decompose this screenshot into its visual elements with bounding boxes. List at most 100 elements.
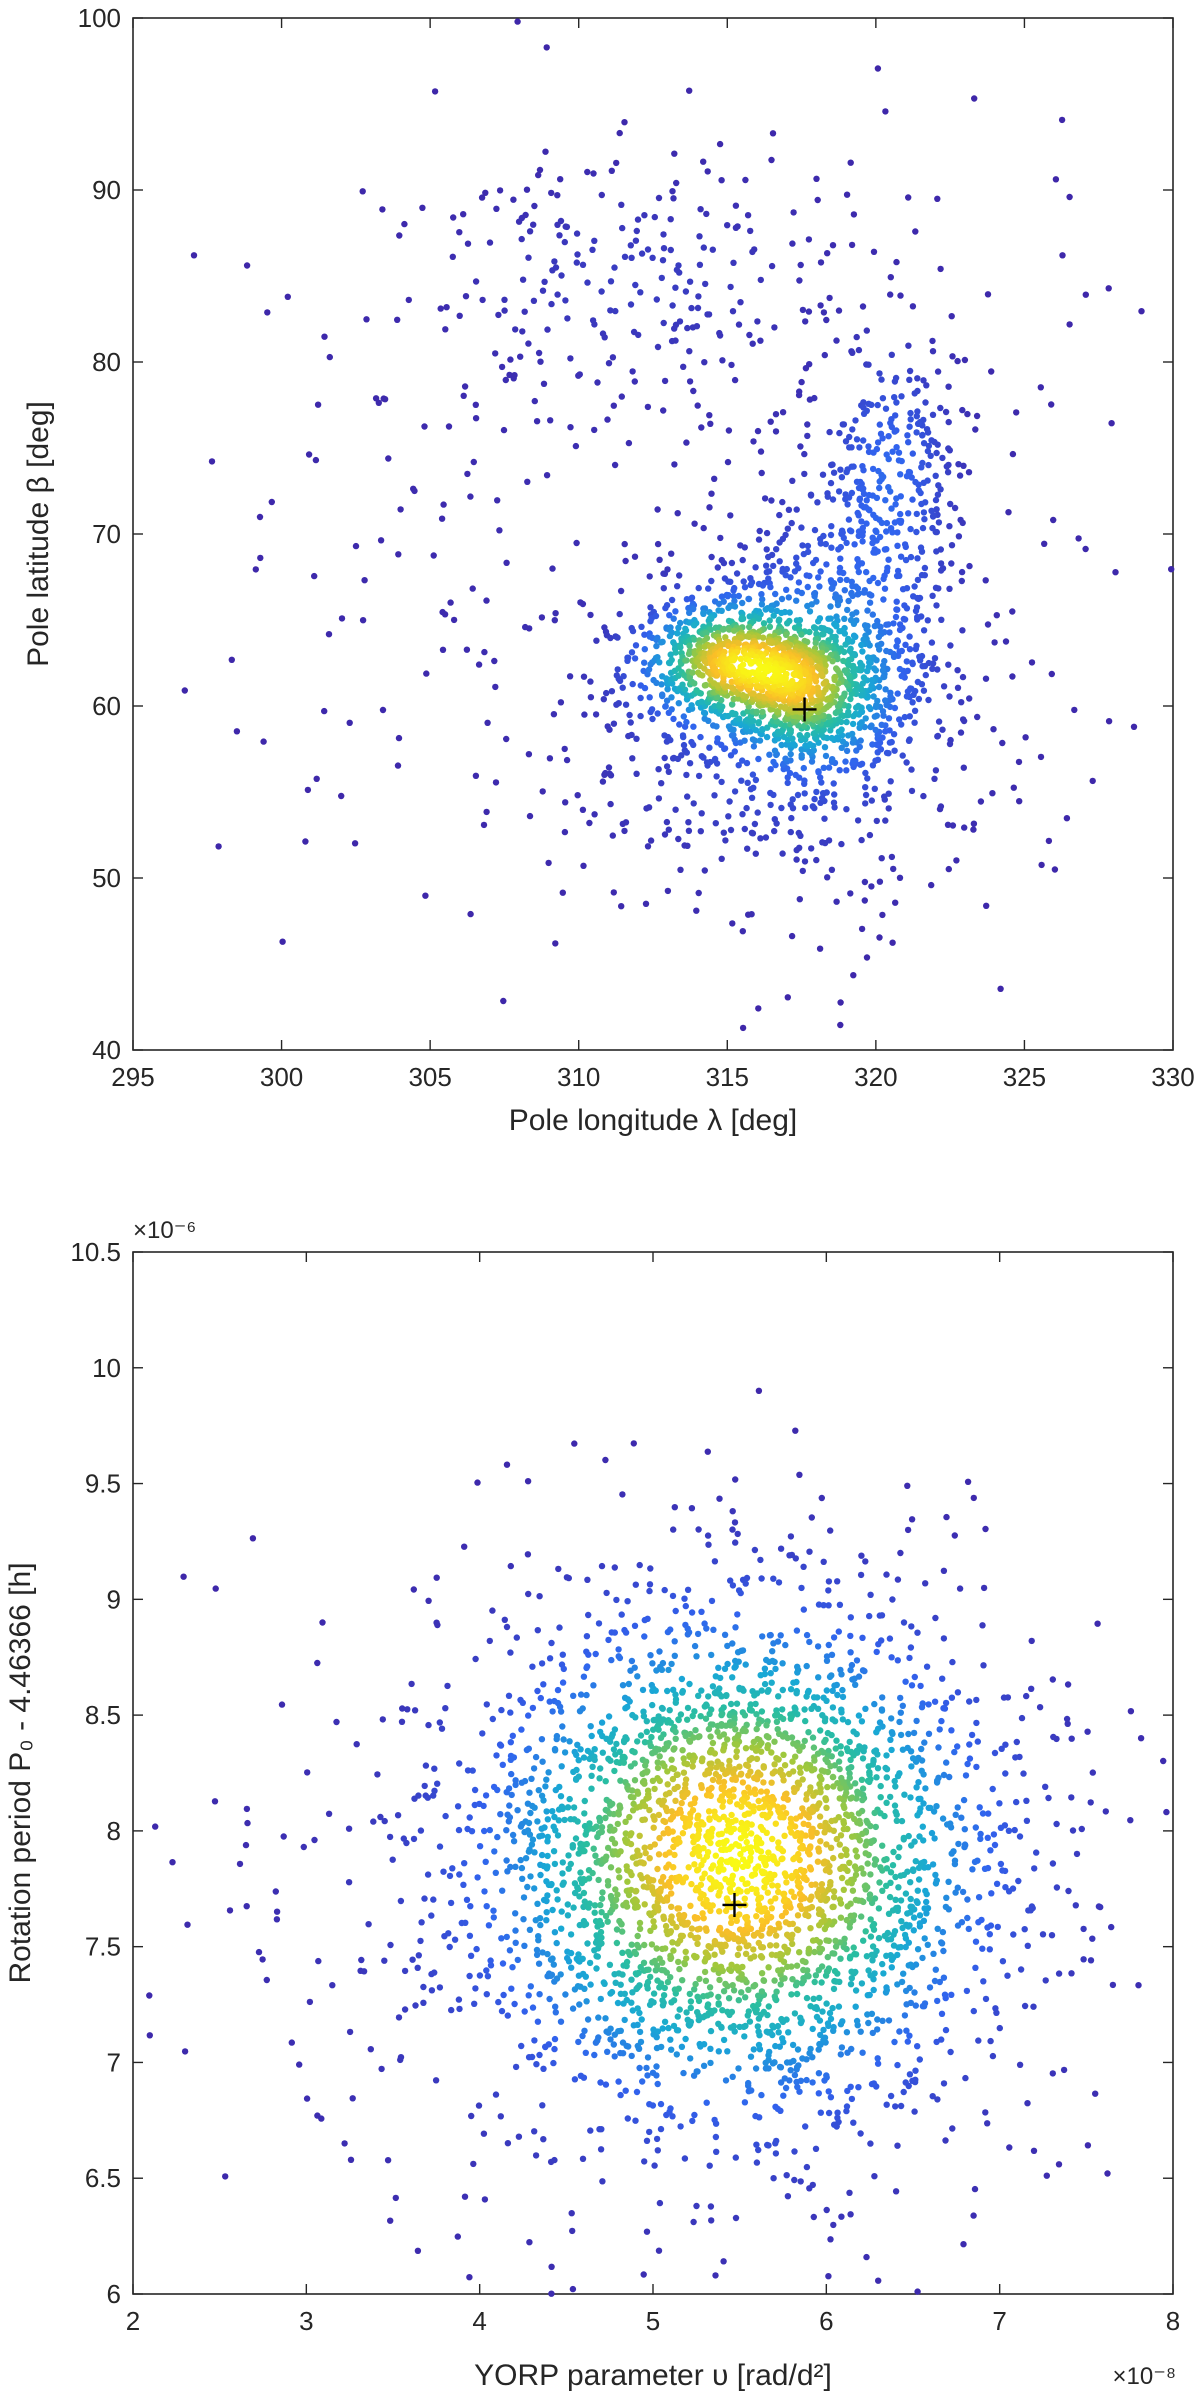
yorp-data-point [571,2076,579,2083]
yorp-data-point [992,2005,999,2012]
yorp-data-point [597,2079,604,2086]
yorp-data-point [684,1631,691,1638]
yorp-data-point [932,1871,939,1879]
yorp-data-point [524,1478,532,1485]
pole-data-point [767,766,774,773]
pole-data-point [929,411,937,418]
pole-data-point [737,655,744,662]
pole-data-point [887,525,895,532]
pole-data-point [907,416,914,423]
pole-data-point [662,604,669,612]
pole-data-point [813,663,820,670]
yorp-data-point [727,1577,734,1584]
yorp-data-point [557,1793,565,1800]
pole-data-point [806,572,813,580]
yorp-data-point [969,1866,976,1873]
yorp-data-point [758,2091,765,2099]
pole-data-point [767,789,774,797]
pole-data-point [874,749,881,756]
yorp-data-point [643,2228,651,2235]
yorp-data-point [892,1896,899,1904]
pole-data-point [817,302,824,309]
pole-data-point [677,644,684,651]
pole-data-point [491,657,498,665]
pole-data-point [653,296,660,303]
yorp-data-point [612,1979,619,1987]
pole-data-point [837,466,844,473]
pole-data-point [252,566,259,573]
pole-data-point [797,443,804,450]
yorp-data-point [954,1922,962,1929]
pole-data-point [865,361,872,368]
yorp-data-point [874,1765,882,1772]
pole-data-point [864,667,871,675]
pole-data-point [607,800,614,808]
pole-data-point [849,426,856,433]
pole-data-point [530,221,537,228]
yorp-data-point [994,1923,1001,1931]
pole-data-point [903,759,910,766]
pole-data-point [419,204,426,211]
yorp-data-point [656,2199,664,2207]
yorp-data-point [611,2053,618,2060]
pole-data-point [674,630,681,637]
yorp-data-point [575,1951,582,1958]
yorp-data-point [855,1712,863,1719]
y-tick-label: 50 [92,863,121,893]
yorp-data-point [360,1968,368,1975]
yorp-data-point [939,1928,947,1936]
pole-data-point [690,723,697,730]
pole-data-point [899,586,907,593]
pole-data-point [685,650,693,658]
yorp-data-point [421,1895,428,1902]
pole-data-point [850,632,858,639]
pole-data-point [824,250,831,257]
yorp-data-point [816,1994,823,2002]
pole-data-point [663,763,671,770]
pole-data-point [863,407,870,414]
pole-data-point [543,44,550,51]
pole-data-point [1130,723,1138,730]
yorp-data-point [727,1700,735,1708]
pole-data-points [181,18,1175,1032]
yorp-data-point [668,1660,675,1668]
yorp-data-point [792,1427,799,1434]
pole-data-point [717,534,724,542]
yorp-data-point [838,2044,846,2051]
yorp-data-point [961,1826,968,1833]
pole-data-point [821,351,828,359]
pole-data-point [686,378,694,385]
yorp-data-point [610,2041,617,2048]
pole-data-point [613,159,620,167]
yorp-data-point [875,2277,882,2284]
yorp-data-point [539,2102,546,2109]
pole-data-point [472,772,480,779]
pole-data-point [833,337,840,344]
yorp-data-point [684,1716,691,1723]
pole-data-point [381,396,389,403]
pole-data-point [481,648,488,656]
pole-data-point [925,461,932,469]
yorp-data-point [420,1999,427,2007]
yorp-data-point [689,1712,696,1720]
yorp-data-point [627,1667,634,1674]
pole-data-point [622,819,630,826]
yorp-data-point [874,2026,881,2033]
yorp-data-point [883,2101,890,2108]
yorp-data-point [582,2049,589,2056]
yorp-data-point [888,1746,895,1754]
pole-data-point [521,308,528,315]
pole-data-point [955,533,963,540]
pole-data-point [820,532,827,540]
pole-data-point [714,564,721,571]
pole-data-point [739,928,746,935]
pole-data-point [879,395,887,402]
pole-data-point [1075,535,1082,542]
yorp-data-point [587,1723,594,1730]
yorp-data-point [543,1808,550,1815]
yorp-data-point [803,1693,810,1700]
pole-data-point [817,774,824,781]
yorp-data-point [892,2103,899,2110]
yorp-data-point [996,2024,1003,2032]
pole-data-point [515,218,523,225]
